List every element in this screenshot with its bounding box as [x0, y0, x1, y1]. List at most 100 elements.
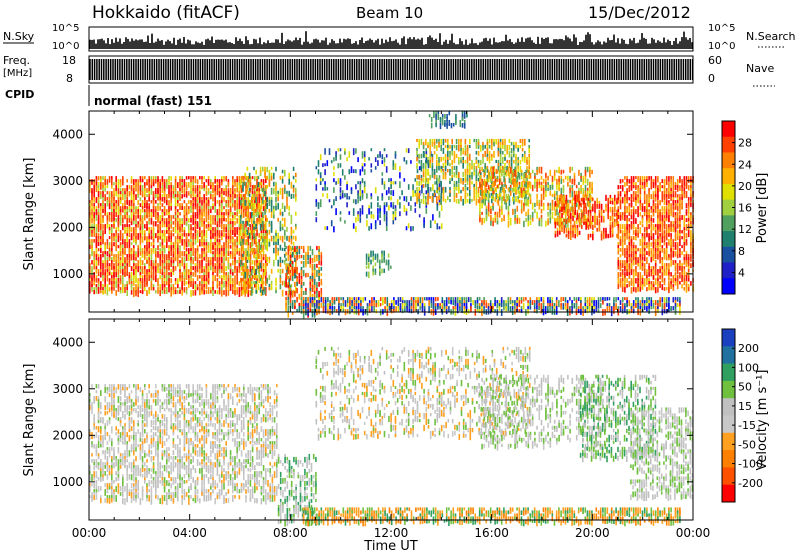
scatter-point — [258, 197, 260, 205]
scatter-point — [383, 208, 386, 215]
scatter-point — [111, 203, 113, 208]
scatter-point — [322, 187, 324, 191]
scatter-point — [216, 221, 219, 226]
scatter-point — [287, 305, 290, 312]
scatter-point — [339, 163, 342, 168]
scatter-point — [255, 211, 257, 217]
scatter-point — [663, 306, 666, 312]
scatter-point — [438, 138, 440, 145]
scatter-point — [528, 165, 530, 171]
scatter-point — [93, 230, 95, 237]
scatter-point — [97, 278, 100, 284]
scatter-point — [313, 306, 316, 310]
scatter-point — [128, 218, 131, 223]
scatter-point — [371, 300, 373, 307]
scatter-point — [404, 300, 406, 306]
scatter-point — [339, 181, 342, 187]
scatter-point — [513, 159, 515, 164]
scatter-point — [399, 306, 402, 312]
scatter-point — [225, 266, 227, 272]
scatter-point — [377, 154, 379, 158]
scatter-point — [177, 194, 179, 198]
scatter-point — [650, 297, 653, 303]
scatter-point — [324, 297, 327, 301]
scatter-point — [148, 197, 150, 202]
scatter-point — [504, 156, 506, 161]
scatter-point — [168, 200, 170, 207]
scatter-point — [128, 191, 131, 197]
scatter-point — [507, 303, 510, 308]
scatter-point — [399, 172, 401, 179]
scatter-point — [295, 178, 297, 183]
scatter-point — [521, 141, 524, 147]
scatter-point — [404, 309, 406, 313]
scatter-point — [257, 268, 260, 273]
scatter-point — [128, 200, 131, 206]
scatter-point — [137, 212, 139, 218]
scatter-point — [91, 179, 93, 185]
scatter-point — [137, 281, 139, 286]
scatter-point — [181, 227, 183, 233]
scatter-point — [207, 176, 210, 180]
scatter-point — [247, 236, 249, 242]
scatter-point — [438, 192, 440, 197]
scatter-point — [466, 180, 469, 185]
scatter-point — [381, 160, 384, 165]
scatter-point — [580, 300, 582, 306]
scatter-point — [307, 303, 309, 308]
nave-tick-high: 60 — [708, 54, 722, 67]
scatter-point — [482, 159, 484, 164]
scatter-point — [294, 281, 296, 287]
scatter-point — [491, 198, 493, 204]
scatter-point — [290, 220, 293, 225]
scatter-point — [422, 198, 425, 205]
scatter-point — [453, 186, 456, 190]
scatter-point — [100, 263, 102, 267]
scatter-point — [188, 233, 190, 237]
scatter-point — [148, 245, 150, 249]
scatter-point — [632, 309, 635, 314]
scatter-point — [436, 180, 438, 185]
scatter-point — [266, 175, 268, 180]
scatter-point — [460, 189, 462, 194]
scatter-point — [232, 251, 234, 257]
scatter-point — [159, 254, 161, 261]
scatter-point — [168, 248, 170, 253]
scatter-point — [234, 194, 236, 199]
scatter-point — [146, 239, 148, 243]
scatter-point — [475, 156, 478, 162]
scatter-point — [148, 290, 150, 295]
scatter-point — [163, 206, 166, 212]
scatter-point — [438, 211, 441, 218]
scatter-point — [251, 247, 253, 252]
scatter-point — [294, 254, 296, 260]
scatter-point — [157, 224, 159, 231]
scatter-point — [520, 306, 523, 313]
scatter-point — [194, 212, 197, 216]
scatter-point — [174, 266, 177, 271]
scatter-point — [232, 290, 234, 294]
scatter-point — [117, 287, 120, 292]
scatter-point — [256, 251, 258, 256]
scatter-point — [194, 269, 197, 275]
scatter-point — [359, 169, 362, 176]
scatter-point — [313, 293, 316, 298]
scatter-point — [462, 156, 464, 162]
scatter-point — [108, 194, 111, 199]
scatter-point — [383, 157, 386, 163]
scatter-point — [309, 303, 312, 309]
scatter-point — [205, 224, 208, 229]
scatter-point — [346, 202, 348, 208]
scatter-point — [540, 303, 543, 310]
scatter-point — [621, 297, 624, 303]
scatter-point — [464, 138, 467, 145]
scatter-point — [613, 306, 615, 311]
scatter-point — [170, 233, 172, 238]
scatter-point — [423, 303, 426, 307]
scatter-point — [95, 263, 98, 269]
scatter-point — [515, 165, 517, 170]
scatter-point — [227, 284, 230, 288]
scatter-point — [139, 203, 142, 208]
scatter-point — [292, 229, 295, 234]
scatter-point — [240, 184, 242, 189]
